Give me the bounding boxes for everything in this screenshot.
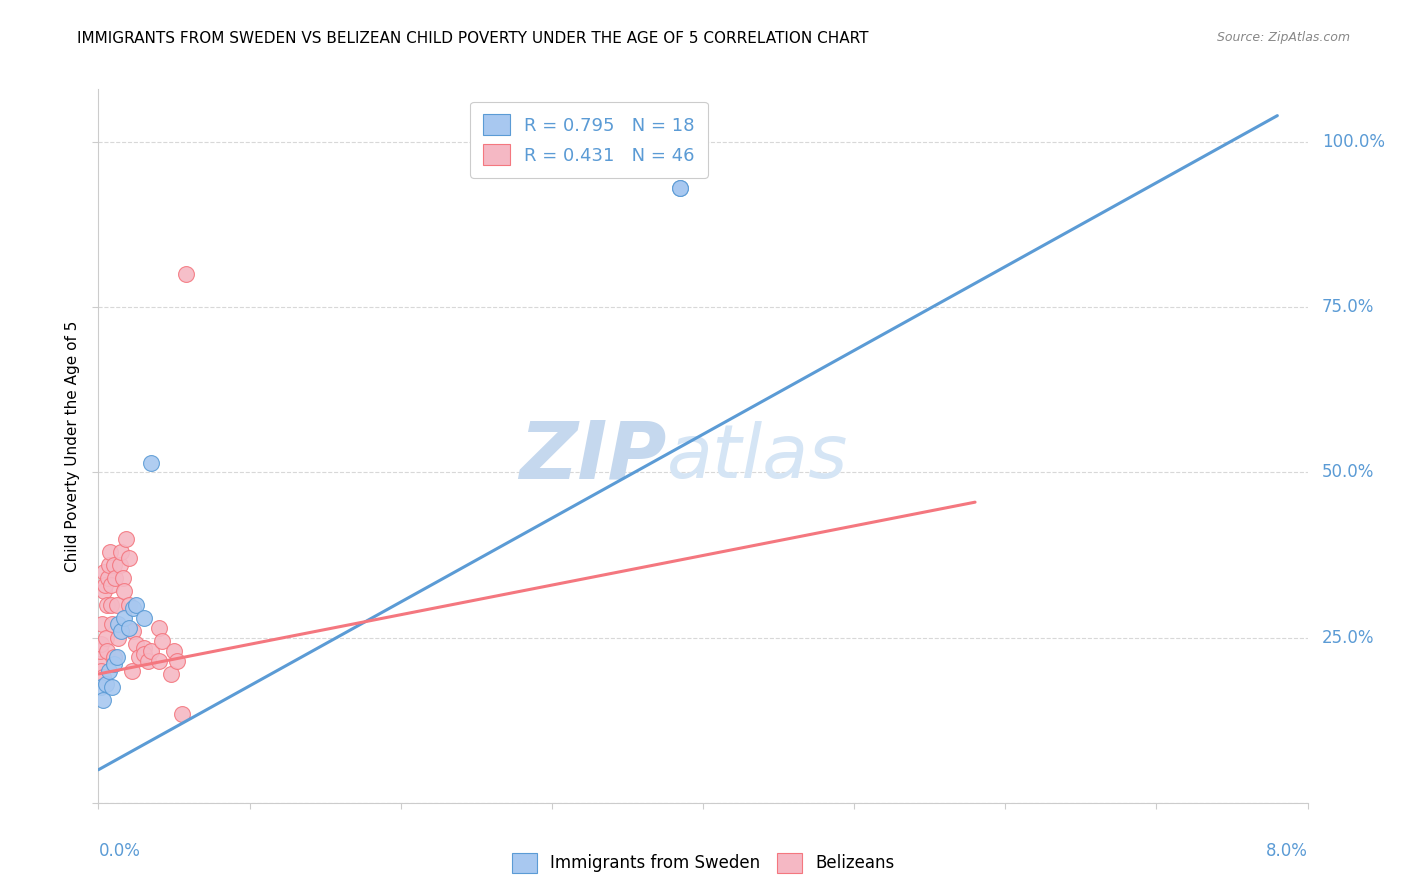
Point: [98, 664, 121, 678]
Point: [89, 644, 111, 658]
Point: [163, 644, 186, 658]
Point: [141, 456, 163, 470]
Point: [141, 644, 163, 658]
Point: [93, 565, 115, 579]
Point: [132, 611, 155, 625]
Point: [114, 532, 136, 546]
Point: [136, 654, 159, 668]
Point: [669, 181, 692, 195]
Text: atlas: atlas: [666, 421, 848, 492]
Text: 8.0%: 8.0%: [1265, 842, 1308, 860]
Point: [97, 571, 120, 585]
Point: [107, 631, 129, 645]
Point: [112, 611, 135, 625]
Point: [669, 181, 692, 195]
Point: [103, 558, 125, 572]
Point: [148, 654, 170, 668]
Point: [118, 551, 141, 566]
Point: [103, 650, 125, 665]
Point: [132, 640, 155, 655]
Text: IMMIGRANTS FROM SWEDEN VS BELIZEAN CHILD POVERTY UNDER THE AGE OF 5 CORRELATION : IMMIGRANTS FROM SWEDEN VS BELIZEAN CHILD…: [77, 31, 869, 46]
Point: [148, 621, 170, 635]
Text: 0.0%: 0.0%: [98, 842, 141, 860]
Legend: Immigrants from Sweden, Belizeans: Immigrants from Sweden, Belizeans: [505, 847, 901, 880]
Point: [107, 617, 129, 632]
Point: [90, 664, 112, 678]
Point: [125, 637, 148, 651]
Point: [100, 578, 122, 592]
Text: Source: ZipAtlas.com: Source: ZipAtlas.com: [1216, 31, 1350, 45]
Point: [150, 634, 173, 648]
Point: [174, 267, 197, 281]
Point: [90, 637, 112, 651]
Point: [112, 584, 135, 599]
Point: [98, 545, 121, 559]
Point: [118, 598, 141, 612]
Point: [96, 644, 118, 658]
Point: [105, 650, 128, 665]
Point: [96, 598, 118, 612]
Point: [98, 558, 121, 572]
Text: 25.0%: 25.0%: [1322, 629, 1375, 647]
Point: [91, 670, 114, 684]
Point: [91, 693, 114, 707]
Point: [90, 680, 112, 694]
Point: [94, 631, 117, 645]
Point: [104, 571, 127, 585]
Point: [101, 680, 124, 694]
Text: 75.0%: 75.0%: [1322, 298, 1375, 317]
Text: 100.0%: 100.0%: [1322, 133, 1385, 151]
Legend: R = 0.795   N = 18, R = 0.431   N = 46: R = 0.795 N = 18, R = 0.431 N = 46: [470, 102, 707, 178]
Point: [110, 624, 132, 638]
Point: [89, 657, 111, 671]
Text: 50.0%: 50.0%: [1322, 464, 1375, 482]
Text: ZIP: ZIP: [519, 417, 666, 496]
Point: [108, 558, 131, 572]
Point: [122, 600, 145, 615]
Point: [94, 578, 117, 592]
Point: [101, 617, 124, 632]
Y-axis label: Child Poverty Under the Age of 5: Child Poverty Under the Age of 5: [65, 320, 80, 572]
Point: [128, 650, 150, 665]
Point: [122, 624, 145, 638]
Point: [103, 657, 125, 671]
Point: [94, 677, 117, 691]
Point: [111, 571, 134, 585]
Point: [132, 647, 155, 661]
Point: [93, 584, 115, 599]
Point: [110, 545, 132, 559]
Point: [91, 617, 114, 632]
Point: [121, 664, 143, 678]
Point: [166, 654, 188, 668]
Point: [125, 598, 148, 612]
Point: [160, 667, 183, 681]
Point: [170, 706, 193, 721]
Point: [118, 621, 141, 635]
Point: [100, 598, 122, 612]
Point: [105, 598, 128, 612]
Point: [647, 135, 669, 149]
